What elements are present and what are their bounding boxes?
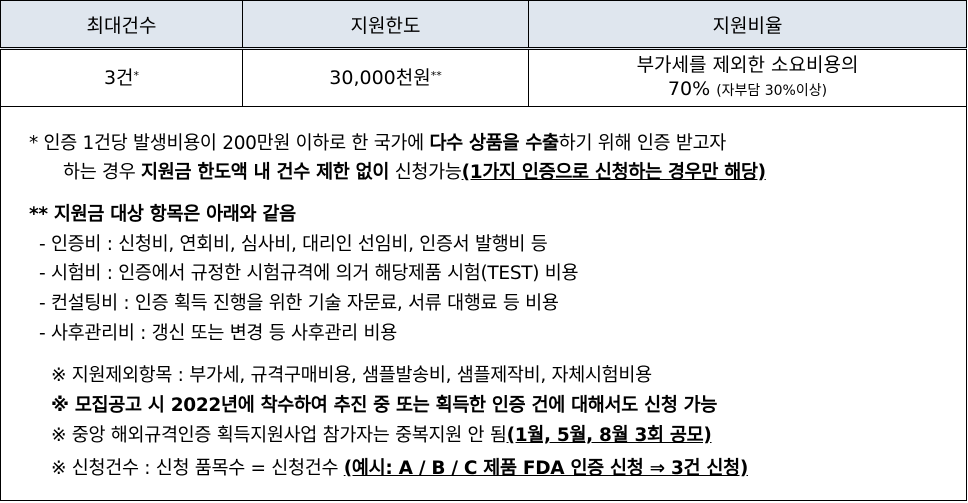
note-line: ※ 모집공고 시 2022년에 착수하여 추진 중 또는 획득한 인증 건에 대… xyxy=(51,391,717,417)
note-line: - 컨설팅비 : 인증 획득 진행을 위한 기술 자문료, 서류 대행료 등 비… xyxy=(39,289,559,315)
note-line: ** 지원금 대상 항목은 아래와 같음 xyxy=(29,200,296,226)
note-line: ※ 지원제외항목 : 부가세, 규격구매비용, 샘플발송비, 샘플제작비, 자체… xyxy=(51,361,652,387)
note-line: - 사후관리비 : 갱신 또는 변경 등 사후관리 비용 xyxy=(39,319,397,345)
note-text: - 인증비 : 신청비, 연회비, 심사비, 대리인 선임비, 인증서 발행비 … xyxy=(39,234,548,255)
ratio-cell: 부가세를 제외한 소요비용의 70% (자부담 30%이상) xyxy=(528,48,967,107)
note-text: 다수 상품을 수출 xyxy=(429,133,559,154)
ratio-text: 부가세를 제외한 소요비용의 xyxy=(636,54,859,76)
header-limit: 지원한도 xyxy=(242,0,529,50)
note-text: 하는 경우 xyxy=(63,162,142,183)
note-text: ※ 중앙 해외규격인증 획득지원사업 참가자는 중복지원 안 됨 xyxy=(51,425,507,446)
ratio-value: 70% xyxy=(667,78,711,100)
note-line: 하는 경우 지원금 한도액 내 건수 제한 없이 신청가능(1가지 인증으로 신… xyxy=(63,158,766,184)
note-text: ** 지원금 대상 항목은 아래와 같음 xyxy=(29,204,296,225)
support-table: 최대건수 지원한도 지원비율 3건* 30,000천원** 부가세를 제외한 소… xyxy=(0,0,967,107)
note-text: (예시: A / B / C 제품 FDA 인증 신청 ⇒ 3건 신청) xyxy=(343,458,749,479)
note-text: - 시험비 : 인증에서 규정한 시험규격에 의거 해당제품 시험(TEST) … xyxy=(39,263,579,284)
note-line: - 인증비 : 신청비, 연회비, 심사비, 대리인 선임비, 인증서 발행비 … xyxy=(39,230,548,256)
note-text: * 인증 1건당 발생비용이 200만원 이하로 한 국가에 xyxy=(29,133,430,154)
note-line: - 시험비 : 인증에서 규정한 시험규격에 의거 해당제품 시험(TEST) … xyxy=(39,259,579,285)
max-count-cell: 3건* xyxy=(0,48,243,107)
footnote-mark: ** xyxy=(430,69,442,82)
note-line: ※ 신청건수 : 신청 품목수 = 신청건수 (예시: A / B / C 제품… xyxy=(51,454,748,480)
note-text: 하기 위해 인증 받고자 xyxy=(558,133,727,154)
note-line: ※ 중앙 해외규격인증 획득지원사업 참가자는 중복지원 안 됨(1월, 5월,… xyxy=(51,421,712,447)
note-text: ※ 신청건수 : 신청 품목수 = 신청건수 xyxy=(51,458,344,479)
header-ratio: 지원비율 xyxy=(528,0,967,50)
note-text: (1월, 5월, 8월 3회 공모) xyxy=(506,425,712,446)
note-text: 지원금 한도액 내 건수 제한 없이 xyxy=(141,162,390,183)
footnote-mark: * xyxy=(133,69,140,82)
table-row: 3건* 30,000천원** 부가세를 제외한 소요비용의 70% (자부담 30… xyxy=(0,48,967,107)
notes-box: * 인증 1건당 발생비용이 200만원 이하로 한 국가에 다수 상품을 수출… xyxy=(0,106,967,501)
table-header-row: 최대건수 지원한도 지원비율 xyxy=(0,0,967,50)
note-line: * 인증 1건당 발생비용이 200만원 이하로 한 국가에 다수 상품을 수출… xyxy=(29,129,726,155)
ratio-note: (자부담 30%이상) xyxy=(716,83,828,99)
limit-cell: 30,000천원** xyxy=(242,48,529,107)
note-text: ※ 지원제외항목 : 부가세, 규격구매비용, 샘플발송비, 샘플제작비, 자체… xyxy=(51,365,652,386)
header-max-count: 최대건수 xyxy=(0,0,243,50)
limit-value: 30,000천원 xyxy=(329,67,431,89)
note-text: - 컨설팅비 : 인증 획득 진행을 위한 기술 자문료, 서류 대행료 등 비… xyxy=(39,293,559,314)
max-count: 3건 xyxy=(103,67,134,89)
note-text: ※ 모집공고 시 2022년에 착수하여 추진 중 또는 획득한 인증 건에 대… xyxy=(51,395,718,416)
note-text: 신청가능 xyxy=(389,162,462,183)
note-text: - 사후관리비 : 갱신 또는 변경 등 사후관리 비용 xyxy=(39,323,397,344)
note-text: (1가지 인증으로 신청하는 경우만 해당) xyxy=(461,162,767,183)
